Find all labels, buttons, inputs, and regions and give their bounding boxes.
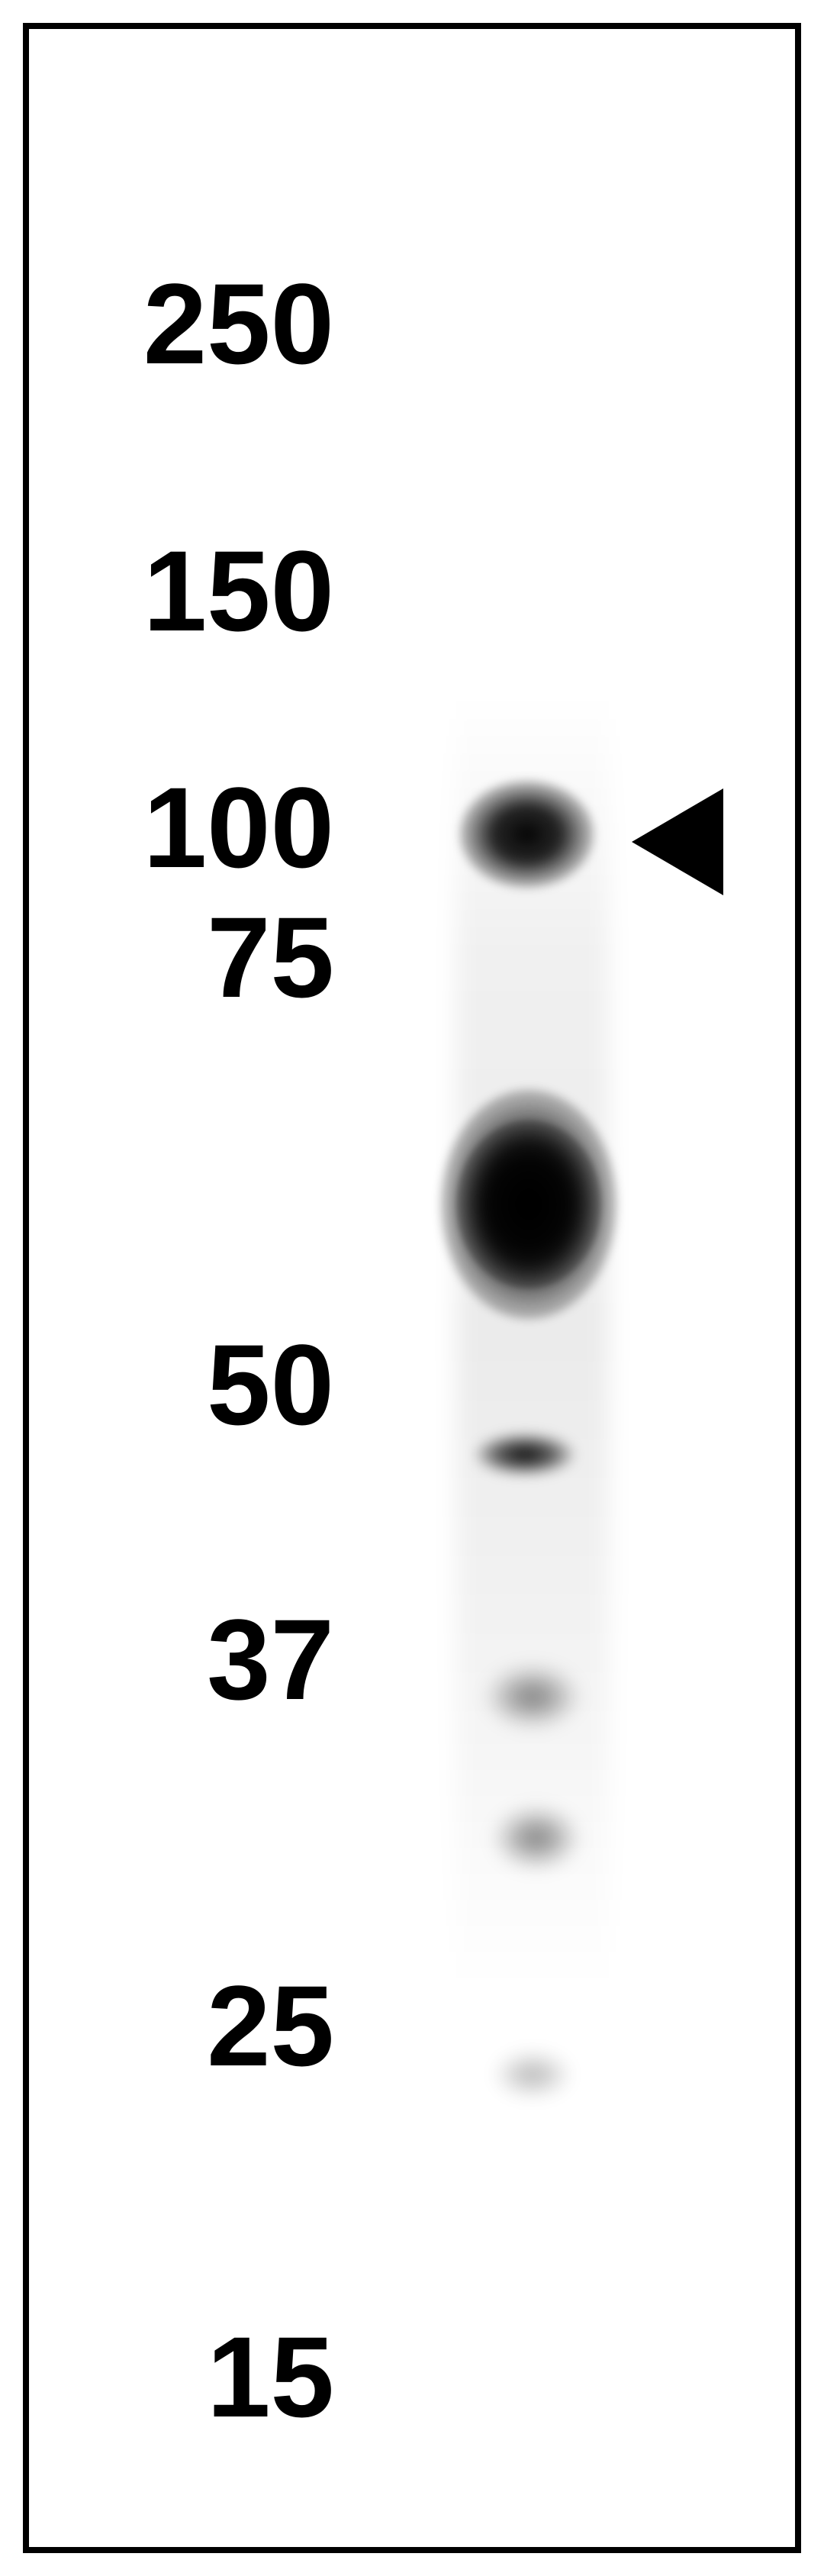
blot-frame: 250 150 100 75 50 37 25 15 — [23, 23, 801, 2553]
band-60kda-core — [456, 1120, 601, 1288]
band-22kda — [494, 2052, 571, 2097]
marker-label-15: 15 — [136, 2311, 334, 2443]
marker-label-37: 37 — [136, 1594, 334, 1726]
marker-label-250: 250 — [82, 258, 334, 390]
marker-label-75: 75 — [136, 891, 334, 1024]
marker-label-25: 25 — [136, 1960, 334, 2092]
band-100kda — [460, 781, 594, 888]
marker-label-50: 50 — [136, 1319, 334, 1451]
marker-label-100: 100 — [82, 762, 334, 894]
band-37kda — [487, 1666, 578, 1727]
lane-smear — [456, 693, 609, 1991]
marker-label-150: 150 — [82, 525, 334, 657]
band-45kda — [475, 1433, 575, 1475]
target-arrow-icon — [632, 788, 723, 895]
band-30kda — [494, 1807, 578, 1868]
